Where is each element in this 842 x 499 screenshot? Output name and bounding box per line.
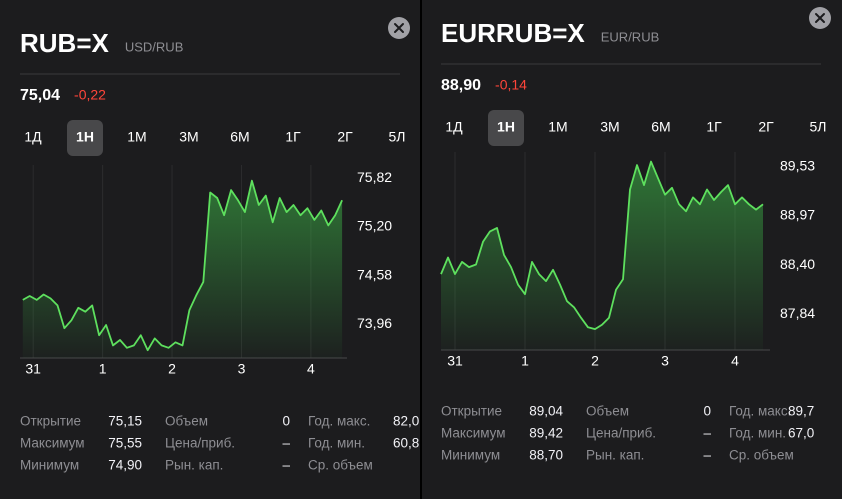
period-tab[interactable]: 5Л xyxy=(810,119,827,135)
y-tick-label: 74,58 xyxy=(357,266,392,282)
y-tick-label: 88,97 xyxy=(780,206,815,222)
stat-value: 89,04 xyxy=(529,404,563,419)
ticker-subtitle: USD/RUB xyxy=(125,39,184,54)
stat-value: 88,70 xyxy=(529,448,563,463)
selected-period-bg xyxy=(67,120,103,156)
stat-value: 60,8 xyxy=(393,436,419,451)
y-tick-label: 75,82 xyxy=(357,169,392,185)
x-tick-label: 31 xyxy=(447,353,463,369)
stat-label: Открытие xyxy=(20,414,81,429)
stat-label: Цена/приб. xyxy=(586,426,656,441)
price-change: -0,22 xyxy=(74,87,106,103)
stat-value: 75,55 xyxy=(108,436,142,451)
stat-label: Ср. объем xyxy=(308,458,373,473)
x-tick-label: 2 xyxy=(168,361,176,377)
y-tick-label: 87,84 xyxy=(780,305,815,321)
stat-label: Год. макс. xyxy=(308,414,370,429)
stat-value: 75,15 xyxy=(108,414,142,429)
price: 75,04 xyxy=(20,87,60,104)
stat-label: Минимум xyxy=(441,448,500,463)
close-button[interactable] xyxy=(388,17,410,39)
stat-label: Цена/приб. xyxy=(165,436,235,451)
y-tick-label: 89,53 xyxy=(780,158,815,174)
period-tab[interactable]: 1Д xyxy=(24,129,42,145)
stat-value: 0 xyxy=(282,414,290,429)
period-tab[interactable]: 1Н xyxy=(76,129,94,145)
x-tick-label: 1 xyxy=(521,353,529,369)
period-tab[interactable]: 5Л xyxy=(389,129,406,145)
x-tick-label: 31 xyxy=(25,361,41,377)
period-tab[interactable]: 2Г xyxy=(758,119,774,135)
stock-panel: EURRUB=X EUR/RUB 88,90 -0,14 1Д 1Н 1М 3М 6М 1Г 2Г 5… xyxy=(440,7,831,463)
selected-period-bg xyxy=(488,110,524,146)
period-tab[interactable]: 3М xyxy=(600,119,619,135)
period-tab[interactable]: 2Г xyxy=(337,129,353,145)
stat-value: – xyxy=(282,458,290,473)
stat-label: Рын. кап. xyxy=(586,448,644,463)
close-icon xyxy=(394,23,404,33)
stat-value: – xyxy=(282,436,290,451)
stat-label: Год. мин. xyxy=(308,436,365,451)
stat-label: Год. мин. xyxy=(729,426,786,441)
y-tick-label: 88,40 xyxy=(780,256,815,272)
close-button[interactable] xyxy=(809,7,831,29)
stat-label: Рын. кап. xyxy=(165,458,223,473)
period-tab[interactable]: 1Г xyxy=(706,119,722,135)
period-tab[interactable]: 1Д xyxy=(445,119,463,135)
period-tab[interactable]: 1М xyxy=(548,119,567,135)
x-tick-label: 2 xyxy=(591,353,599,369)
ticker-subtitle: EUR/RUB xyxy=(601,29,660,44)
period-tab[interactable]: 6М xyxy=(230,129,249,145)
period-tab[interactable]: 3М xyxy=(179,129,198,145)
close-icon xyxy=(815,13,825,23)
price-area xyxy=(22,180,343,358)
stat-value: 67,0 xyxy=(788,426,814,441)
stat-label: Объем xyxy=(165,414,208,429)
price: 88,90 xyxy=(441,77,481,94)
ticker-title: EURRUB=X xyxy=(441,18,585,48)
period-tab[interactable]: 1Г xyxy=(285,129,301,145)
ticker-title: RUB=X xyxy=(20,28,110,58)
stat-label: Минимум xyxy=(20,458,79,473)
stat-label: Ср. объем xyxy=(729,448,794,463)
x-tick-label: 4 xyxy=(731,353,739,369)
price-change: -0,14 xyxy=(495,77,527,93)
period-tab[interactable]: 1Н xyxy=(497,119,515,135)
stat-label: Максимум xyxy=(441,426,506,441)
y-tick-label: 73,96 xyxy=(357,315,392,331)
stat-value: – xyxy=(703,426,711,441)
y-tick-label: 75,20 xyxy=(357,218,392,234)
stat-value: 82,0 xyxy=(393,414,419,429)
stat-label: Открытие xyxy=(441,404,502,419)
x-tick-label: 3 xyxy=(238,361,246,377)
stat-value: 0 xyxy=(703,404,711,419)
stat-label: Максимум xyxy=(20,436,85,451)
x-tick-label: 4 xyxy=(307,361,315,377)
price-line xyxy=(440,160,764,330)
stat-value: 74,90 xyxy=(108,458,142,473)
x-tick-label: 3 xyxy=(661,353,669,369)
stat-value: – xyxy=(703,448,711,463)
stat-label: Год. макс. xyxy=(729,404,791,419)
stat-label: Объем xyxy=(586,404,629,419)
stat-value: 89,7 xyxy=(788,404,814,419)
period-tab[interactable]: 6М xyxy=(651,119,670,135)
period-tab[interactable]: 1М xyxy=(127,129,146,145)
stat-value: 89,42 xyxy=(529,426,563,441)
price-line xyxy=(22,179,343,352)
stock-panel: RUB=X USD/RUB 75,04 -0,22 1Д 1Н 1М 3М 6М 1Г 2Г 5Л От… xyxy=(20,17,419,473)
x-tick-label: 1 xyxy=(99,361,107,377)
